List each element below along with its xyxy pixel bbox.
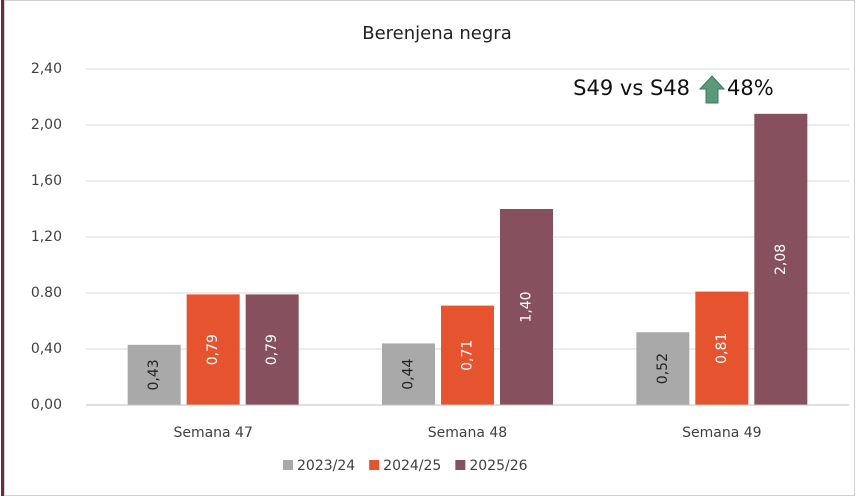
annotation: S49 vs S48 xyxy=(573,76,690,100)
y-tick-label: 1,60 xyxy=(31,173,62,189)
bar xyxy=(127,344,181,405)
y-tick-label: 0,40 xyxy=(31,341,62,357)
x-tick-label: Semana 49 xyxy=(682,425,761,441)
bar xyxy=(245,294,299,405)
legend-label: 2024/25 xyxy=(383,458,441,474)
left-border xyxy=(1,0,4,496)
legend-swatch xyxy=(369,460,380,470)
value-label: 0,81 xyxy=(714,333,730,364)
y-tick-label: 2,00 xyxy=(31,117,62,133)
bar xyxy=(186,294,240,405)
chart-title: Berenjena negra xyxy=(362,23,511,44)
y-tick-label: 0,00 xyxy=(31,397,62,413)
value-label: 0,79 xyxy=(264,334,280,365)
legend-swatch xyxy=(455,460,466,470)
y-tick-label: 1,20 xyxy=(31,229,62,245)
annotation: 48% xyxy=(727,76,774,100)
y-tick-label: 2,40 xyxy=(31,61,62,77)
legend-label: 2023/24 xyxy=(297,458,355,474)
chart-frame xyxy=(4,0,855,496)
value-label: 0,44 xyxy=(401,359,417,390)
bar xyxy=(500,209,553,405)
y-tick-label: 0.80 xyxy=(31,285,62,301)
value-label: 0,52 xyxy=(655,353,671,384)
bar xyxy=(695,291,749,405)
value-label: 2,08 xyxy=(773,244,789,275)
bar xyxy=(382,343,435,405)
bar xyxy=(636,332,690,405)
value-label: 0,43 xyxy=(146,359,162,390)
legend-label: 2025/26 xyxy=(469,458,527,474)
bar xyxy=(754,113,808,406)
value-label: 0,71 xyxy=(460,340,476,371)
x-tick-label: Semana 47 xyxy=(173,425,252,441)
value-label: 0,79 xyxy=(205,334,221,365)
x-tick-label: Semana 48 xyxy=(428,425,507,441)
bar xyxy=(441,305,494,405)
arrow-up-icon xyxy=(698,75,726,104)
legend-swatch xyxy=(283,460,293,470)
value-label: 1,40 xyxy=(519,291,535,322)
